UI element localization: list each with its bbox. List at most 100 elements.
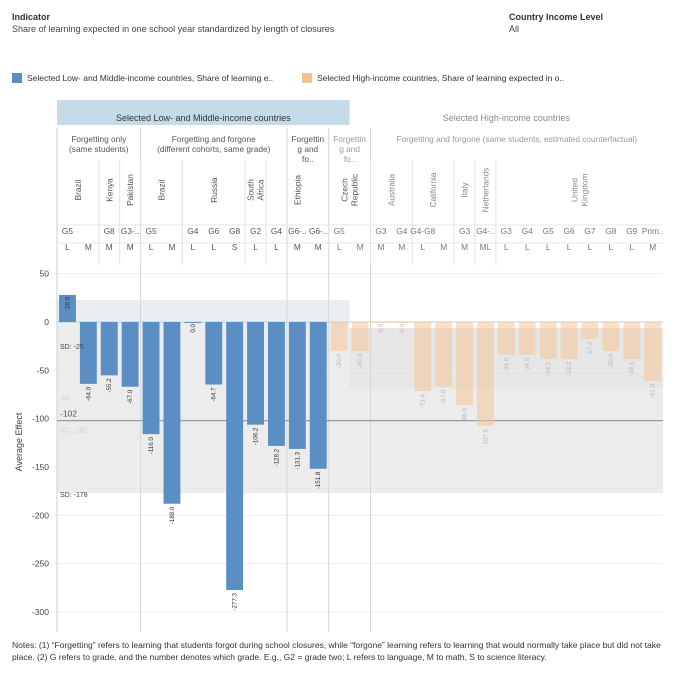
bar-subject-label: L bbox=[629, 242, 634, 252]
indicator-label: Indicator bbox=[12, 12, 51, 22]
bar-grade-label: G2 bbox=[250, 226, 261, 236]
bar-subject-label: L bbox=[149, 242, 154, 252]
bar-data-label: -64.0 bbox=[85, 386, 92, 401]
bar-data-label: -67.0 bbox=[441, 389, 448, 404]
bar-subject-label: L bbox=[274, 242, 279, 252]
bar-data-label: -38.2 bbox=[545, 361, 552, 376]
bar-grade-label: G4 bbox=[187, 226, 198, 236]
legend-item-lmic[interactable]: Selected Low- and Middle-income countrie… bbox=[12, 72, 273, 84]
bar-grade-label: G3 bbox=[459, 226, 470, 236]
bar-data-label: -55.2 bbox=[106, 378, 113, 393]
bar-grade-label: G4 bbox=[522, 226, 533, 236]
bar-subject-label: L bbox=[337, 242, 342, 252]
bar-subject-label: M bbox=[168, 242, 175, 252]
bar-data-label: -67.0 bbox=[127, 389, 134, 404]
bar bbox=[581, 322, 599, 339]
bar bbox=[268, 322, 285, 446]
sd-annotation: SD: -178 bbox=[60, 492, 88, 499]
bar-subject-label: L bbox=[546, 242, 551, 252]
income-level-dropdown[interactable]: All bbox=[509, 24, 520, 34]
bar bbox=[121, 322, 139, 387]
bar-data-label: -30.0 bbox=[357, 353, 364, 368]
bar bbox=[456, 322, 473, 406]
indicator-dropdown[interactable]: Share of learning expected in one school… bbox=[12, 24, 335, 34]
country-label: Russia bbox=[209, 177, 219, 203]
country-label: Czech bbox=[340, 178, 350, 202]
bar-grade-label: G6-.. bbox=[288, 226, 306, 236]
y-tick-label: -200 bbox=[32, 510, 49, 520]
subgroup-header: g and bbox=[297, 144, 318, 154]
legend-swatch-hic bbox=[302, 73, 312, 83]
country-label: United bbox=[570, 178, 580, 202]
bar-subject-label: L bbox=[567, 242, 572, 252]
bar-subject-label: M bbox=[649, 242, 656, 252]
bar bbox=[372, 322, 390, 323]
bar-grade-label: G6-.. bbox=[309, 226, 327, 236]
country-label: Republic bbox=[350, 174, 360, 206]
bar bbox=[100, 322, 118, 376]
bar-grade-label: G6 bbox=[564, 226, 575, 236]
bar bbox=[184, 322, 202, 323]
bar-data-label: 0.0 bbox=[190, 323, 197, 332]
bar-subject-label: M bbox=[85, 242, 92, 252]
bar-subject-label: M bbox=[315, 242, 322, 252]
bar-grade-label: G3-.. bbox=[121, 226, 139, 236]
country-label: California bbox=[428, 172, 438, 207]
bar-grade-label: G9 bbox=[626, 226, 637, 236]
bar-grade-label: G8 bbox=[229, 226, 240, 236]
bar bbox=[414, 322, 432, 392]
bar bbox=[226, 322, 244, 591]
faded-annotation: -69 bbox=[60, 396, 70, 403]
bar-subject-label: L bbox=[253, 242, 258, 252]
bar-subject-label: L bbox=[191, 242, 196, 252]
chart-notes: Notes: (1) “Forgetting” refers to learni… bbox=[12, 640, 661, 662]
legend-swatch-lmic bbox=[12, 73, 22, 83]
bar-subject-label: M bbox=[294, 242, 301, 252]
subgroup-header: (different cohorts, same grade) bbox=[157, 144, 271, 154]
bar-grade-label: Prim.. bbox=[642, 226, 664, 236]
country-label: Italy bbox=[460, 182, 470, 198]
bar bbox=[351, 322, 369, 351]
subgroup-header: fo.. bbox=[344, 154, 356, 164]
country-label: Kenya bbox=[104, 178, 114, 202]
subgroup-header: Forgettin bbox=[291, 134, 324, 144]
bar bbox=[309, 322, 327, 469]
bar-subject-label: L bbox=[211, 242, 216, 252]
income-level-label: Country Income Level bbox=[509, 12, 604, 22]
bar-data-label: -30.0 bbox=[608, 353, 615, 368]
bar-subject-label: M bbox=[398, 242, 405, 252]
country-label: Africa bbox=[256, 179, 266, 201]
bar-data-label: 0.0 bbox=[378, 323, 385, 332]
bar bbox=[623, 322, 641, 359]
bar bbox=[59, 294, 76, 322]
bar-grade-label: G4 bbox=[396, 226, 407, 236]
bar-data-label: -151.8 bbox=[315, 471, 322, 489]
bar-grade-label: G5 bbox=[62, 226, 73, 236]
bar-data-label: -86.0 bbox=[462, 408, 469, 423]
legend-label-hic: Selected High-income countries, Share of… bbox=[317, 73, 565, 83]
bar-subject-label: ML bbox=[480, 242, 492, 252]
bar-data-label: -131.3 bbox=[294, 451, 301, 469]
country-label: Australia bbox=[386, 173, 396, 206]
y-tick-label: -300 bbox=[32, 607, 49, 617]
legend-item-hic[interactable]: Selected High-income countries, Share of… bbox=[302, 72, 564, 84]
bar-grade-label: G8 bbox=[605, 226, 616, 236]
group-header-lmic: Selected Low- and Middle-income countrie… bbox=[116, 113, 291, 123]
reference-line-label: -102 bbox=[60, 409, 77, 419]
subgroup-header: g and bbox=[339, 144, 360, 154]
country-label: Kingdom bbox=[580, 174, 590, 207]
bar-subject-label: M bbox=[440, 242, 447, 252]
subgroup-header: Forgetting and forgone bbox=[172, 134, 256, 144]
bar bbox=[518, 322, 536, 355]
bar bbox=[393, 322, 411, 323]
bar bbox=[602, 322, 620, 351]
bar-data-label: -71.4 bbox=[420, 393, 427, 408]
bar-grade-label: G5 bbox=[543, 226, 554, 236]
country-label: Brazil bbox=[73, 179, 83, 200]
bar-grade-label: G4-.. bbox=[476, 226, 494, 236]
subgroup-header: Forgettin bbox=[333, 134, 366, 144]
bar bbox=[497, 322, 515, 355]
bar-subject-label: L bbox=[609, 242, 614, 252]
sd-annotation: SD: -25 bbox=[60, 344, 84, 351]
y-tick-label: 50 bbox=[40, 269, 50, 279]
